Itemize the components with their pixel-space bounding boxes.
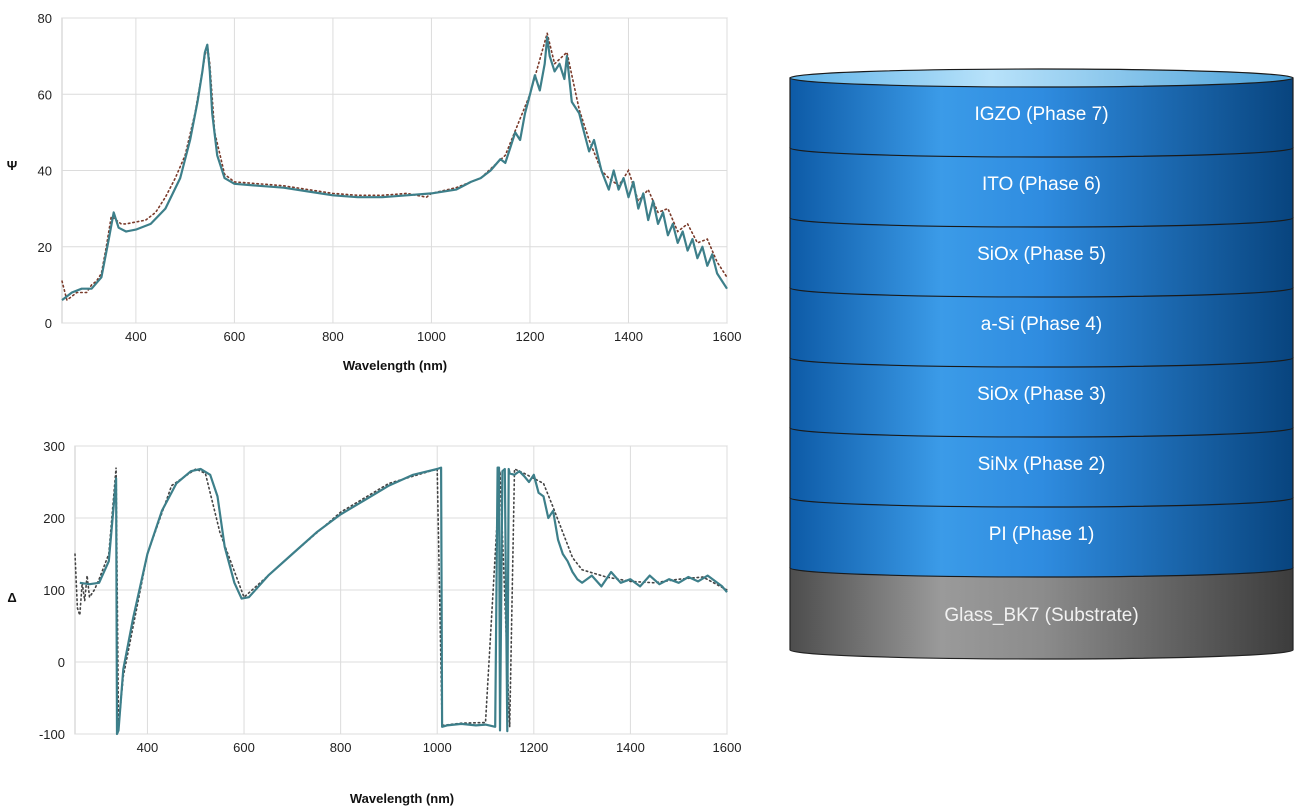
psi-x-tick-label: 1000 bbox=[417, 329, 446, 344]
psi-y-axis-title: Ψ bbox=[7, 158, 18, 173]
cylinder-top bbox=[789, 68, 1294, 88]
layer-label: a-Si (Phase 4) bbox=[981, 314, 1102, 335]
psi-x-tick-label: 1200 bbox=[516, 329, 545, 344]
layer-label: SiNx (Phase 2) bbox=[978, 454, 1106, 475]
delta-y-tick-label: -100 bbox=[39, 727, 65, 742]
delta-y-axis-title: Δ bbox=[7, 590, 16, 605]
psi-x-tick-label: 800 bbox=[322, 329, 344, 344]
psi-x-tick-label: 1400 bbox=[614, 329, 643, 344]
delta-fit-series bbox=[79, 466, 728, 736]
psi-y-tick-label: 0 bbox=[45, 316, 52, 331]
psi-chart: Ψ Wavelength (nm) 400 600 800 1000 1200 1400 1… bbox=[7, 11, 742, 373]
stack-layer bbox=[789, 427, 1294, 508]
delta-x-tick-label: 1000 bbox=[423, 740, 452, 755]
stack-layer bbox=[789, 147, 1294, 228]
delta-chart: Δ Wavelength (nm) 400 600 800 1000 1200 1400 1… bbox=[7, 439, 741, 806]
delta-x-tick-label: 800 bbox=[330, 740, 352, 755]
psi-x-tick-label: 1600 bbox=[713, 329, 742, 344]
delta-x-tick-label: 400 bbox=[137, 740, 159, 755]
delta-y-tick-label: 300 bbox=[43, 439, 65, 454]
substrate-label: Glass_BK7 (Substrate) bbox=[944, 605, 1138, 626]
delta-y-tick-label: 100 bbox=[43, 583, 65, 598]
stack-layer bbox=[789, 217, 1294, 298]
delta-y-tick-label: 0 bbox=[58, 655, 65, 670]
stack-layer bbox=[789, 357, 1294, 438]
stack-layer bbox=[789, 77, 1294, 158]
delta-x-tick-label: 1400 bbox=[616, 740, 645, 755]
layer-label: ITO (Phase 6) bbox=[982, 174, 1101, 195]
delta-x-tick-label: 600 bbox=[233, 740, 255, 755]
stack-layer bbox=[789, 287, 1294, 368]
delta-y-tick-label: 200 bbox=[43, 511, 65, 526]
psi-x-axis-title: Wavelength (nm) bbox=[343, 358, 447, 373]
psi-fit-series bbox=[61, 35, 728, 301]
psi-x-tick-label: 600 bbox=[224, 329, 246, 344]
substrate-layer bbox=[789, 567, 1294, 660]
layer-stack-diagram: IGZO (Phase 7) ITO (Phase 6) SiOx (Phase 5… bbox=[789, 68, 1294, 660]
layer-label: PI (Phase 1) bbox=[989, 524, 1095, 545]
layer-label: SiOx (Phase 3) bbox=[977, 384, 1106, 405]
psi-measured-series bbox=[61, 30, 728, 302]
delta-x-axis-title: Wavelength (nm) bbox=[350, 791, 454, 806]
layer-label: IGZO (Phase 7) bbox=[974, 104, 1108, 125]
psi-y-tick-label: 20 bbox=[38, 240, 52, 255]
delta-x-tick-label: 1200 bbox=[519, 740, 548, 755]
psi-y-tick-label: 40 bbox=[38, 164, 52, 179]
psi-y-tick-label: 80 bbox=[38, 11, 52, 26]
delta-measured-series bbox=[74, 467, 728, 727]
psi-y-tick-label: 60 bbox=[38, 87, 52, 102]
stack-layer bbox=[789, 497, 1294, 578]
psi-x-tick-label: 400 bbox=[125, 329, 147, 344]
layer-label: SiOx (Phase 5) bbox=[977, 244, 1106, 265]
delta-x-tick-label: 1600 bbox=[713, 740, 742, 755]
